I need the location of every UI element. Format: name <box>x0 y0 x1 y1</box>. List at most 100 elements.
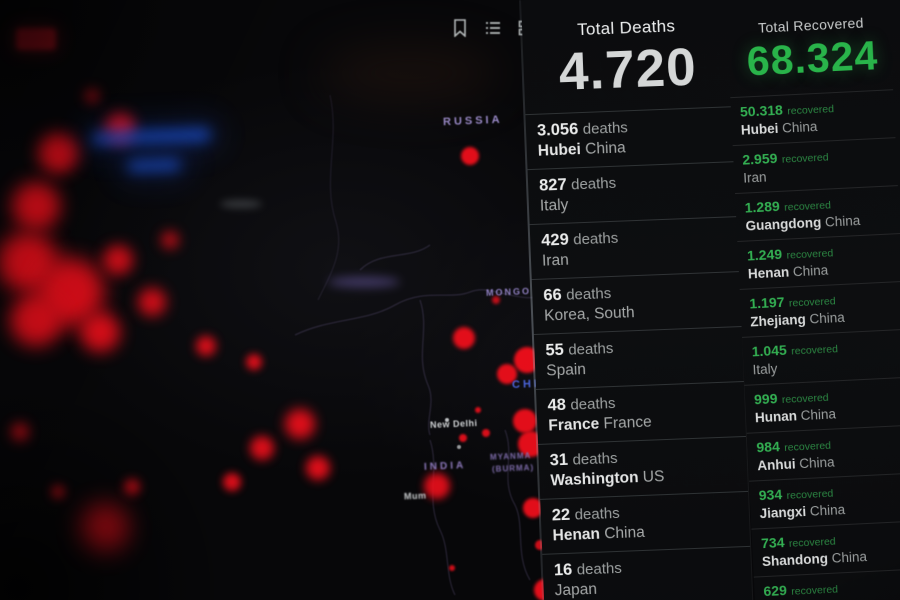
stat-value: 66 <box>543 285 563 305</box>
outbreak-dot[interactable] <box>459 434 467 442</box>
stat-value: 1.197 <box>748 293 785 312</box>
stat-value: 22 <box>551 505 571 525</box>
recovered-list-item[interactable]: 2.959 recovered Iran <box>732 136 898 193</box>
recovered-list-item[interactable]: 1.197 recovered Zhejiang China <box>739 280 900 337</box>
outbreak-dot[interactable] <box>51 485 65 499</box>
death-list-item[interactable]: 827 deaths Italy <box>527 161 738 225</box>
outbreak-dot[interactable] <box>453 327 475 349</box>
stat-value: 3.056 <box>536 120 579 140</box>
recovered-list-item[interactable]: 934 recovered Jiangxi China <box>749 472 900 529</box>
stat-unit-label: deaths <box>570 394 616 414</box>
region-name: Washington <box>550 469 639 490</box>
country-name: China <box>809 309 846 327</box>
outbreak-dot[interactable] <box>285 409 315 439</box>
stat-unit-label: recovered <box>787 102 835 118</box>
death-list-item[interactable]: 22 deaths Henan China <box>540 490 751 554</box>
outbreak-dot[interactable] <box>457 445 461 449</box>
outbreak-dot[interactable] <box>250 436 274 460</box>
outbreak-dot[interactable] <box>12 182 60 230</box>
outbreak-dot[interactable] <box>138 288 166 316</box>
country-name: China <box>603 523 646 543</box>
country-name: Korea, South <box>543 304 635 325</box>
stat-value: 827 <box>538 175 568 195</box>
outbreak-dot[interactable] <box>103 245 133 275</box>
stat-unit-label: deaths <box>574 504 620 524</box>
death-list-item[interactable]: 48 deaths France France <box>535 381 746 444</box>
recovered-list-item[interactable]: 984 recovered Anhui China <box>746 424 900 481</box>
stat-value: 31 <box>549 450 569 470</box>
deaths-list: 3.056 deaths Hubei China 827 deaths Ital… <box>525 106 755 600</box>
outbreak-dot[interactable] <box>475 407 481 413</box>
stat-value: 1.289 <box>744 197 781 216</box>
country-name: China <box>584 139 626 158</box>
outbreak-dot[interactable] <box>223 473 241 491</box>
outbreak-dot[interactable] <box>11 423 29 441</box>
outbreak-dot[interactable] <box>461 147 479 165</box>
outbreak-dot[interactable] <box>424 473 450 499</box>
stat-unit-label: deaths <box>572 449 618 469</box>
blurred-red-badge <box>16 28 56 50</box>
recovered-list-item[interactable]: 1.249 recovered Henan China <box>737 232 900 289</box>
country-name: Spain <box>545 361 587 380</box>
death-list-item[interactable]: 16 deaths Japan <box>542 545 753 600</box>
region-name: Anhui <box>756 456 796 474</box>
region-name: Hubei <box>537 141 582 160</box>
stat-value: 1.249 <box>746 245 783 264</box>
recovered-list-item[interactable]: 50.318 recovered Hubei China <box>730 89 896 145</box>
stat-value: 934 <box>758 485 783 504</box>
outbreak-dot[interactable] <box>482 429 490 437</box>
outbreak-dot[interactable] <box>80 504 128 552</box>
outbreak-dot[interactable] <box>161 231 179 249</box>
outbreak-dot[interactable] <box>124 479 140 495</box>
stat-value: 999 <box>753 390 778 408</box>
blurred-blue-signage <box>84 122 234 184</box>
bookmark-icon[interactable] <box>452 19 468 37</box>
death-list-item[interactable]: 3.056 deaths Hubei China <box>525 106 736 170</box>
outbreak-dot[interactable] <box>513 409 537 433</box>
stat-unit-label: deaths <box>565 285 612 304</box>
recovered-list-item[interactable]: 734 recovered Shandong China <box>751 520 900 577</box>
outbreak-dot[interactable] <box>38 133 78 173</box>
outbreak-dot[interactable] <box>10 294 62 346</box>
stat-value: 48 <box>547 395 567 415</box>
region-name: Jiangxi <box>759 503 807 522</box>
country-name: China <box>792 262 829 280</box>
stat-unit-label: recovered <box>781 151 829 166</box>
death-list-item[interactable]: 429 deaths Iran <box>529 216 740 280</box>
country-name: US <box>642 468 665 486</box>
stat-value: 629 <box>763 581 788 599</box>
stat-unit-label: deaths <box>576 559 623 579</box>
outbreak-dot[interactable] <box>306 456 330 480</box>
deaths-panel-title: Total Deaths <box>576 16 676 40</box>
death-list-item[interactable]: 66 deaths Korea, South <box>531 271 742 335</box>
outbreak-dot[interactable] <box>246 354 262 370</box>
recovered-list-item[interactable]: 1.045 recovered Italy <box>742 328 900 385</box>
outbreak-dot[interactable] <box>449 565 455 571</box>
stat-unit-label: recovered <box>788 295 836 310</box>
stat-unit-label: recovered <box>788 535 836 550</box>
stat-unit-label: recovered <box>783 199 832 214</box>
stat-value: 55 <box>545 340 565 360</box>
map-label: MONGO <box>485 286 532 298</box>
stat-unit-label: recovered <box>784 439 832 454</box>
recovered-list-item[interactable]: 999 recovered Hunan China <box>744 376 900 433</box>
outbreak-dot[interactable] <box>80 312 120 352</box>
region-name: Guangdong <box>745 214 822 234</box>
blurred-city-label <box>220 200 262 208</box>
map-label: MYANMA <box>489 451 532 462</box>
outbreak-dot[interactable] <box>196 336 216 356</box>
list-icon[interactable] <box>485 19 501 37</box>
stat-value: 2.959 <box>741 149 778 168</box>
total-recovered-count: 68.324 <box>745 31 880 85</box>
recovered-list-item[interactable]: 1.289 recovered Guangdong China <box>734 184 900 241</box>
country-name: China <box>781 118 818 136</box>
region-name: Hubei <box>740 120 779 138</box>
death-list-item[interactable]: 55 deaths Spain <box>533 326 744 390</box>
map-label: RUSSIA <box>442 113 503 129</box>
outbreak-dot[interactable] <box>85 89 99 103</box>
death-list-item[interactable]: 31 deaths Washington US <box>538 435 749 499</box>
stat-unit-label: deaths <box>572 229 619 249</box>
stat-unit-label: deaths <box>570 174 617 194</box>
region-name: Henan <box>747 264 790 282</box>
